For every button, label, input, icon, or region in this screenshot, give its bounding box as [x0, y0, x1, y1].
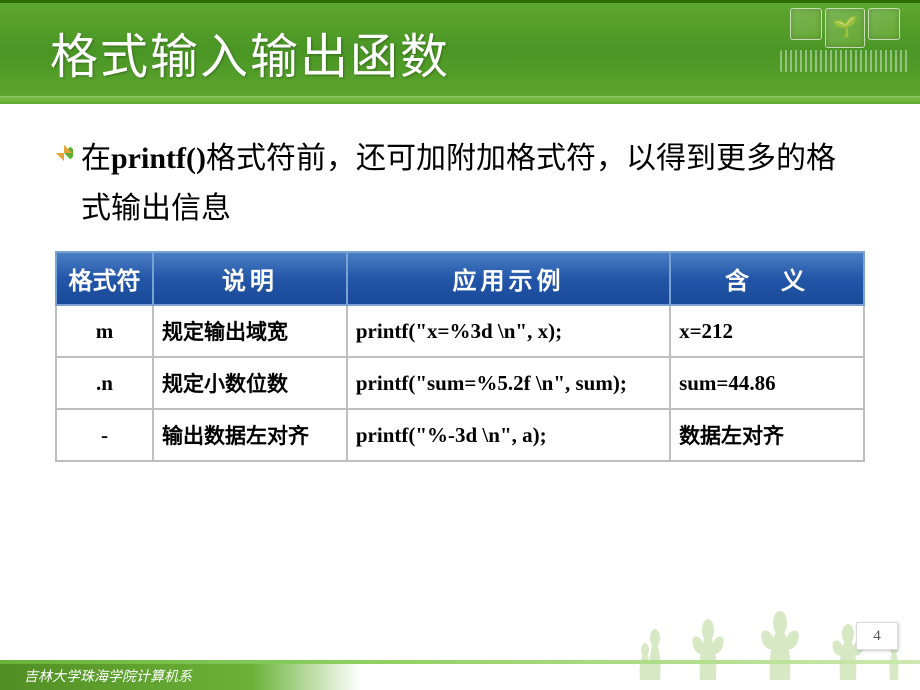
cell-example: printf("sum=%5.2f \n", sum); — [347, 357, 670, 409]
col-header: 格式符 — [56, 252, 153, 305]
col-header: 应用示例 — [347, 252, 670, 305]
decor-tile — [868, 8, 900, 40]
table-row: .n 规定小数位数 printf("sum=%5.2f \n", sum); s… — [56, 357, 864, 409]
bullet-code: printf() — [111, 142, 206, 175]
cell-meaning: x=212 — [670, 305, 864, 357]
bullet-prefix: 在 — [81, 142, 111, 175]
plant-icon — [825, 8, 865, 48]
cell-desc: 规定输出域宽 — [153, 305, 347, 357]
cell-meaning: 数据左对齐 — [670, 409, 864, 461]
col-header: 说明 — [153, 252, 347, 305]
cell-meaning: sum=44.86 — [670, 357, 864, 409]
header-decor — [770, 8, 920, 96]
cell-desc: 规定小数位数 — [153, 357, 347, 409]
table-row: - 输出数据左对齐 printf("%-3d \n", a); 数据左对齐 — [56, 409, 864, 461]
cell-example: printf("x=%3d \n", x); — [347, 305, 670, 357]
cell-fmt: m — [56, 305, 153, 357]
cell-example: printf("%-3d \n", a); — [347, 409, 670, 461]
format-table: 格式符 说明 应用示例 含 义 m 规定输出域宽 printf("x=%3d \… — [55, 251, 865, 462]
bullet-diamond-icon — [55, 144, 73, 162]
slide-footer: 吉林大学珠海学院计算机系 — [0, 638, 920, 690]
cell-fmt: - — [56, 409, 153, 461]
col-header: 含 义 — [670, 252, 864, 305]
slide-title: 格式输入输出函数 — [0, 17, 450, 87]
cell-fmt: .n — [56, 357, 153, 409]
bullet-item: 在printf()格式符前，还可加附加格式符，以得到更多的格式输出信息 — [55, 134, 865, 233]
slide-header: 格式输入输出函数 — [0, 0, 920, 104]
table-header-row: 格式符 说明 应用示例 含 义 — [56, 252, 864, 305]
decor-stripes — [780, 50, 910, 72]
bullet-text: 在printf()格式符前，还可加附加格式符，以得到更多的格式输出信息 — [81, 134, 865, 233]
cell-desc: 输出数据左对齐 — [153, 409, 347, 461]
decor-tile — [790, 8, 822, 40]
footer-text: 吉林大学珠海学院计算机系 — [24, 666, 192, 686]
slide-content: 在printf()格式符前，还可加附加格式符，以得到更多的格式输出信息 格式符 … — [0, 104, 920, 462]
table-row: m 规定输出域宽 printf("x=%3d \n", x); x=212 — [56, 305, 864, 357]
